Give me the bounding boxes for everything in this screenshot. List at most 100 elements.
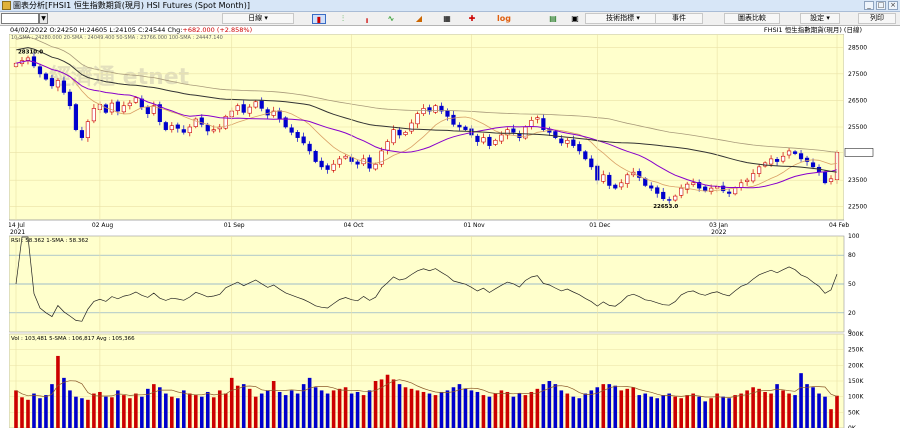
rsi-tick-label: 80 (848, 252, 856, 259)
candle-down (810, 162, 816, 168)
candle-down (181, 129, 186, 133)
volume-bar-down (44, 395, 48, 428)
price-annotation: 28310.0 (18, 50, 43, 56)
grid-icon[interactable]: ▦ (443, 14, 451, 23)
candle-up (780, 155, 786, 162)
volume-bar-down (283, 395, 288, 428)
candle-up (169, 125, 174, 130)
volume-bar-up (529, 391, 534, 428)
volume-bar-down (667, 393, 672, 428)
price-tick-label: 27500 (848, 71, 867, 78)
volume-bar-down (817, 393, 821, 428)
price-tick-label: 23500 (848, 177, 867, 184)
volume-bar-up (373, 381, 378, 428)
candle-up (109, 102, 114, 113)
volume-bar-up (403, 387, 408, 428)
candle-up (565, 139, 570, 144)
line-chart-icon[interactable]: ∿ (387, 14, 395, 23)
x-tick-label: 04 Feb (829, 222, 849, 229)
volume-bar-up (421, 391, 426, 428)
candle-down (792, 151, 798, 154)
volume-bar-down (457, 384, 462, 428)
candle-down (613, 184, 618, 189)
candle-up (253, 101, 258, 108)
candle-down (697, 182, 702, 189)
volume-bar-down (265, 390, 270, 428)
volume-bar-up (409, 388, 414, 428)
volume-bar-up (685, 395, 689, 428)
settings-button[interactable]: 設定 ▾ (800, 13, 840, 24)
print-button[interactable]: 列印 (858, 13, 896, 24)
candle-down (157, 104, 162, 122)
candle-up (247, 106, 252, 114)
quote-date: 04/02/2022 (10, 26, 48, 34)
area-chart-icon[interactable]: ◢ (415, 14, 423, 23)
rsi-line (15, 236, 838, 322)
volume-bar-up (523, 395, 528, 428)
price-tick-label: 28500 (848, 44, 867, 51)
candle-up (751, 173, 756, 182)
candle-down (607, 174, 612, 186)
candle-up (223, 116, 228, 129)
candle-down (445, 110, 450, 117)
events-button[interactable]: 事件 (655, 13, 703, 24)
volume-bar-down (655, 398, 660, 428)
candle-down (397, 129, 402, 136)
volume-bar-up (733, 395, 737, 428)
candle-down (259, 100, 264, 109)
tech-indicators-button[interactable]: 技術指標 ▾ (585, 13, 661, 24)
candle-up (828, 178, 834, 182)
candle-down (774, 158, 780, 162)
ruler-icon[interactable]: ▤ (549, 14, 557, 23)
minimize-button[interactable]: _ (864, 1, 874, 10)
volume-bar-up (56, 355, 60, 428)
volume-bar-up (433, 395, 438, 428)
candle-up (535, 117, 540, 120)
volume-bar-up (152, 384, 156, 428)
x-tick-year: 2021 (10, 229, 25, 236)
candle-up (331, 163, 336, 171)
title-bar: 圖表分析[FHSI1 恒生指數期貨(現月) HSI Futures (Spot … (0, 0, 900, 12)
x-tick-label: 02 Aug (92, 222, 113, 229)
candle-down (649, 185, 654, 189)
crosshair-icon[interactable]: ✚ (468, 14, 476, 23)
rsi-panel[interactable]: 100 80 50 20 0 RSI : 58.362 1-SMA : 58.362 (9, 233, 860, 336)
volume-bar-down (577, 398, 582, 428)
volume-bar-down (811, 387, 815, 428)
candle-down (277, 110, 282, 120)
volume-bar-up (128, 398, 132, 428)
toolbox-icon[interactable]: ▣ (571, 14, 579, 23)
candle-down (205, 124, 210, 132)
candle-up (133, 97, 138, 103)
volume-bar-up (625, 388, 630, 428)
symbol-input[interactable] (1, 13, 39, 24)
chart-panels[interactable]: 經濟通 etnet2850027500265002550024544235002… (9, 34, 900, 428)
instrument-desc: 恒生指數期貨(現月) (日線) (784, 26, 862, 34)
volume-bar-down (319, 390, 324, 428)
window-title: 圖表分析[FHSI1 恒生指數期貨(現月) HSI Futures (Spot … (13, 1, 250, 10)
sma-legend: 10-SMA : 24280.000 20-SMA : 24049.400 50… (11, 35, 223, 41)
log-scale-icon[interactable]: log (497, 14, 511, 23)
ohlc-bar-icon[interactable]: ⫶ (342, 14, 344, 23)
volume-bar-down (205, 391, 210, 428)
price-panel[interactable]: 經濟通 etnet2850027500265002550024544235002… (9, 34, 900, 236)
candle-up (768, 158, 774, 165)
volume-bar-down (823, 396, 827, 428)
candle-down (427, 107, 432, 112)
rsi-tick-label: 0 (848, 329, 852, 336)
maximize-button[interactable]: □ (876, 1, 886, 10)
close-button[interactable]: × (888, 1, 898, 10)
period-select[interactable]: 日線 ▾ (222, 13, 294, 24)
candlestick-icon[interactable]: ▮ (312, 14, 326, 24)
volume-panel[interactable]: 300K 250K 200K 150K 100K 50K 0K Vol : 103,481 5… (9, 331, 864, 428)
volume-tick-label: 300K (848, 331, 864, 338)
bar-chart-icon[interactable]: ╻ (364, 14, 370, 23)
volume-tick-label: 250K (848, 347, 864, 354)
symbol-dropdown-button[interactable]: ▼ (39, 13, 48, 24)
candle-down (487, 136, 492, 146)
volume-bar-down (355, 391, 360, 428)
compare-chart-button[interactable]: 圖表比較 (724, 13, 780, 24)
candle-down (313, 151, 318, 162)
x-tick-label: 03 Jan (709, 222, 728, 229)
volume-bar-down (721, 396, 725, 428)
